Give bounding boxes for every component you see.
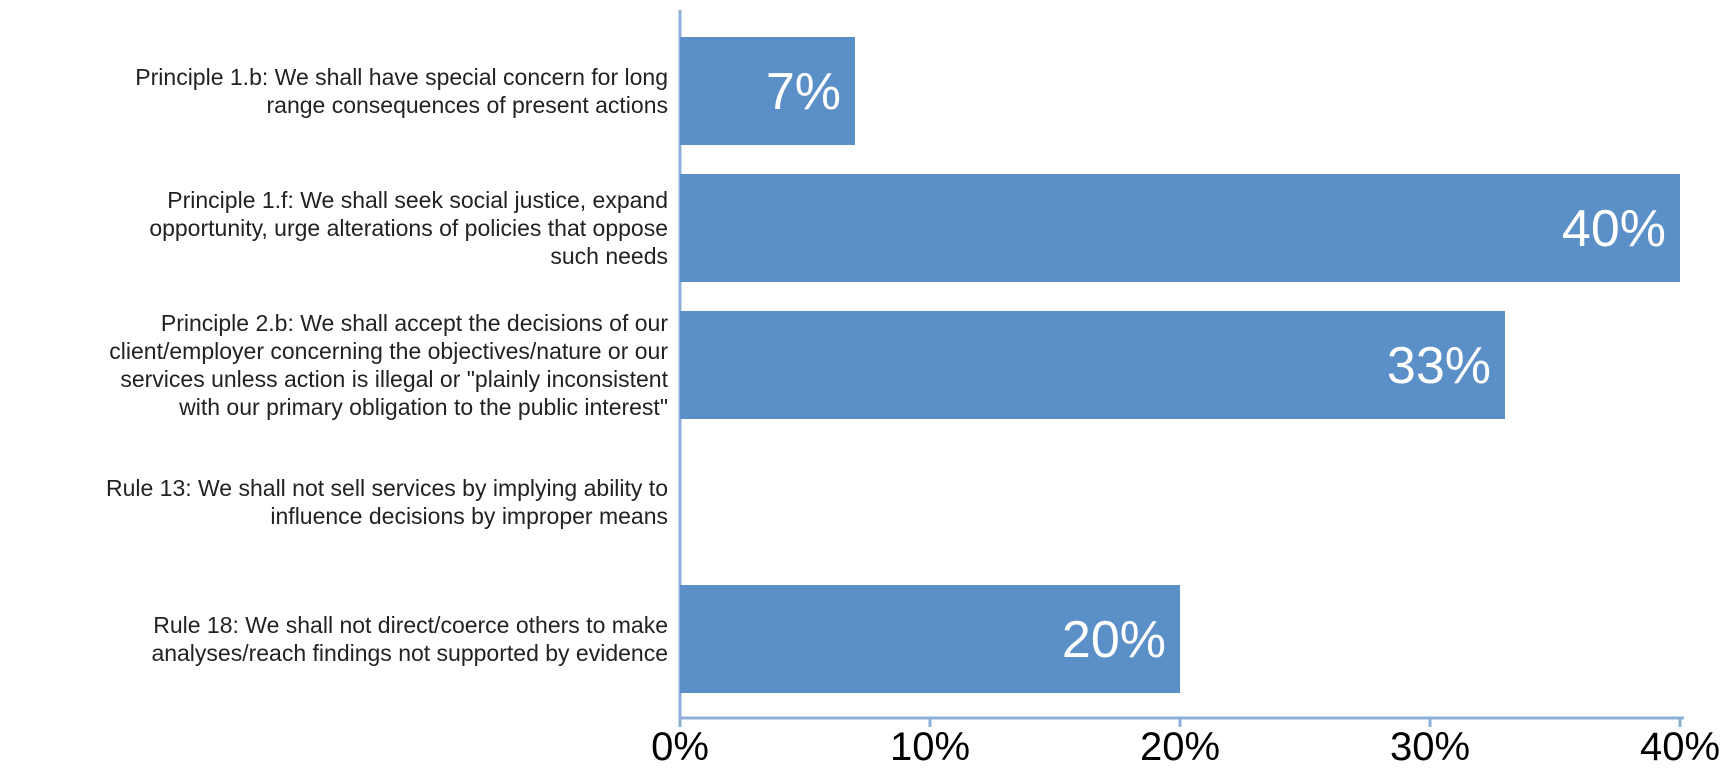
bar xyxy=(680,585,1180,693)
x-tick-label: 10% xyxy=(890,725,970,769)
x-tick-label: 30% xyxy=(1390,725,1470,769)
bar xyxy=(680,311,1505,419)
category-label: Principle 1.b: We shall have special con… xyxy=(135,64,668,118)
category-label: Principle 2.b: We shall accept the decis… xyxy=(109,310,668,420)
x-tick-label: 40% xyxy=(1640,725,1720,769)
x-tick-label: 0% xyxy=(651,725,709,769)
category-label: Rule 18: We shall not direct/coerce othe… xyxy=(151,612,668,666)
category-label: Rule 13: We shall not sell services by i… xyxy=(105,475,668,529)
data-label: 40% xyxy=(1562,200,1666,258)
bar xyxy=(680,174,1680,282)
category-label: Principle 1.f: We shall seek social just… xyxy=(149,187,668,269)
data-label: 7% xyxy=(766,63,841,121)
data-label: 33% xyxy=(1387,337,1491,395)
x-tick-label: 20% xyxy=(1140,725,1220,769)
bar xyxy=(680,37,855,145)
data-label: 20% xyxy=(1062,611,1166,669)
